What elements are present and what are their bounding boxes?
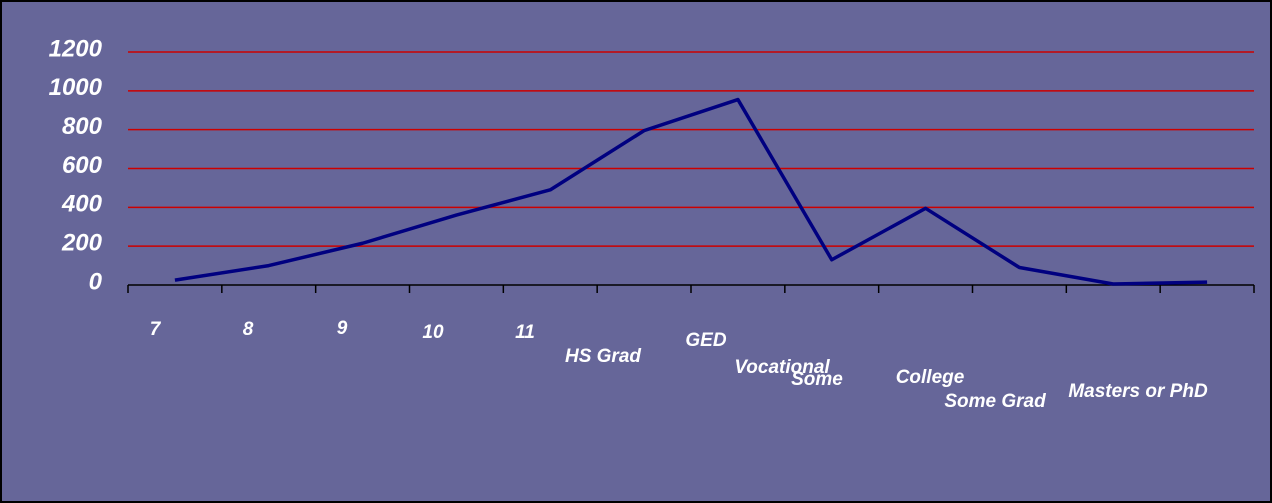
x-tick-label: Masters or PhD bbox=[1068, 381, 1208, 402]
y-tick-label: 200 bbox=[61, 230, 103, 257]
x-tick-label: HS Grad bbox=[565, 346, 641, 367]
y-tick-label: 400 bbox=[61, 191, 103, 218]
x-tick-label: College bbox=[896, 367, 965, 388]
y-tick-label: 1000 bbox=[49, 74, 103, 101]
y-tick-label: 1200 bbox=[49, 35, 103, 62]
y-tick-label: 800 bbox=[62, 113, 103, 140]
x-tick-label: 11 bbox=[515, 322, 535, 343]
data-line bbox=[174, 97, 1208, 286]
x-tick-label: 9 bbox=[337, 318, 348, 339]
x-tick-label: 10 bbox=[422, 322, 444, 343]
x-tick-label: 8 bbox=[243, 319, 254, 340]
x-tick-label: 7 bbox=[150, 319, 162, 340]
y-tick-label: 0 bbox=[89, 268, 103, 295]
x-tick-label: Vocational bbox=[734, 357, 830, 378]
x-tick-label: GED bbox=[685, 330, 726, 351]
y-tick-label: 600 bbox=[62, 152, 103, 179]
x-tick-label: Some bbox=[791, 369, 843, 390]
x-tick-label: Some Grad bbox=[944, 391, 1046, 412]
